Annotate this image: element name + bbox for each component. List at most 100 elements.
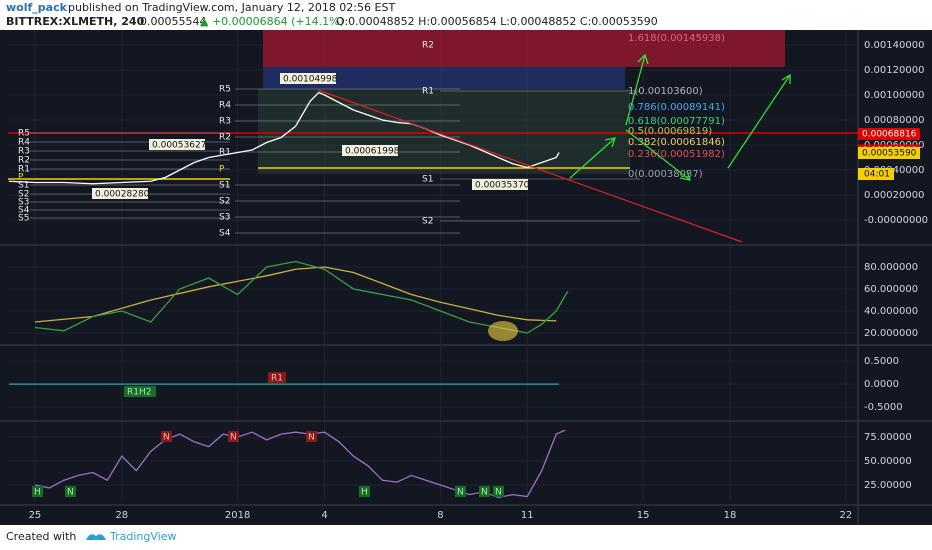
y-tick-label: 0.00080000	[864, 115, 924, 126]
marker-box	[124, 386, 156, 397]
pivot-label: R5	[18, 129, 30, 139]
ohlc: O:0.00048852 H:0.00056854 L:0.00048852 C…	[336, 15, 658, 28]
timer: 04:01	[864, 170, 890, 180]
x-tick-label: 2018	[225, 510, 250, 521]
y-tick-label: -0.5000	[864, 402, 903, 413]
footer-brand[interactable]: TradingView	[109, 530, 176, 543]
arrows	[569, 53, 791, 181]
y-tick-label: 50.00000	[864, 456, 912, 467]
marker-box	[228, 431, 239, 442]
x-tick-label: 8	[437, 510, 443, 521]
marker: N	[308, 433, 315, 443]
marker: H	[361, 488, 368, 498]
fib-label: 0.786(0.00089141)	[628, 102, 725, 113]
series-line	[8, 91, 560, 185]
marker-box	[479, 486, 490, 497]
pivot-label: S2	[18, 190, 29, 200]
y-tick-label: 0.00100000	[864, 90, 924, 101]
y-tick-label: 25.00000	[864, 480, 912, 491]
fib-label: 0(0.00038037)	[628, 169, 703, 180]
y-tick-label: -0.00000000	[864, 215, 928, 226]
fib-labels: 1.618(0.00145938) 1(0.00103600) 0.786(0.…	[628, 33, 725, 180]
symbol: BITTREX:XLMETH, 240	[6, 15, 145, 28]
y-tick-label: 75.00000	[864, 432, 912, 443]
last-price: 0.00055544	[140, 15, 206, 28]
callout-box	[472, 179, 528, 190]
callout-box	[92, 188, 148, 199]
arrow-head	[679, 170, 691, 181]
price-label: 0.00068816	[862, 129, 917, 139]
marker: N	[457, 488, 464, 498]
trend-line	[317, 89, 743, 243]
pivot-label: R1	[18, 165, 30, 175]
x-tick-label: 11	[521, 510, 534, 521]
series-line	[34, 266, 557, 323]
logo	[86, 534, 106, 540]
arrow-head	[781, 73, 791, 84]
highlight	[488, 321, 518, 341]
fib-label: 0.5(0.00069819)	[628, 126, 712, 137]
marker: N	[495, 488, 502, 498]
y-tick-label: 0.00120000	[864, 65, 924, 76]
pivot-label: R4	[18, 138, 30, 148]
price-label: 0.00053590	[862, 149, 917, 159]
x-tick-label: 15	[637, 510, 650, 521]
marker-box	[32, 486, 43, 497]
y-tick-label: 40.000000	[864, 306, 918, 317]
fib-label: 0.618(0.00077791)	[628, 116, 725, 127]
callout: 0.00104998	[283, 75, 338, 85]
pivot-label: S3	[18, 198, 29, 208]
y-tick-label: 0.5000	[864, 356, 899, 367]
pivot-label: R2	[18, 156, 30, 166]
pivot-label: S2	[422, 217, 433, 227]
y-tick-label: 20.000000	[864, 328, 918, 339]
pivot-label: R4	[219, 101, 231, 111]
marker-box	[493, 486, 504, 497]
callout-box	[280, 73, 336, 84]
pivot-labels: R5 R4 R3 R2 R1 P S1 S2 S3 S4 S5 R5 R4 R3…	[18, 41, 434, 239]
y-tick-label: 0.00140000	[864, 40, 924, 51]
marker-box	[306, 431, 317, 442]
price-label-box	[858, 127, 920, 140]
fib-label: 1(0.00103600)	[628, 86, 703, 97]
pivot-label: S1	[18, 181, 29, 191]
indicator-markers: R1H2 R1 H N H N N N N N N	[32, 372, 504, 498]
pivot-lines	[30, 88, 640, 234]
y-tick-label: 0.0000	[864, 379, 899, 390]
pivot-label: S1	[219, 181, 230, 191]
marker-box	[161, 431, 172, 442]
pivot-label: R5	[219, 85, 231, 95]
pivot-label: S1	[422, 175, 433, 185]
callout: 0.00028280	[95, 190, 150, 200]
y-tick-label: 0.00040000	[864, 165, 924, 176]
marker: N	[163, 433, 170, 443]
pivot-label: P	[18, 173, 24, 183]
marker-box	[455, 486, 466, 497]
pivot-label: R2	[219, 133, 231, 143]
fib-zone	[258, 89, 630, 174]
marker: N	[230, 433, 237, 443]
price-label-box	[858, 147, 920, 160]
arrow	[569, 137, 616, 179]
y-tick-label: 80.000000	[864, 262, 918, 273]
author[interactable]: wolf_pack	[6, 1, 68, 14]
arrow-head	[604, 137, 616, 148]
pivot-label: P	[219, 165, 225, 175]
fib-label: 1.618(0.00145938)	[628, 33, 725, 44]
pivot-label: S4	[219, 229, 231, 239]
marker: N	[481, 488, 488, 498]
arrow	[727, 74, 791, 169]
pivot-label: S4	[18, 206, 30, 216]
marker-box	[65, 486, 76, 497]
pivot-label: R1	[422, 87, 434, 97]
arrow-head	[637, 53, 649, 65]
axes: 25 28 2018 4 8 11 15 18 22 0.00140000 0.00120000 0.…	[0, 40, 932, 521]
blue-zone	[263, 67, 625, 89]
arrow	[625, 129, 691, 181]
marker: R1H2	[127, 388, 151, 398]
footer-created: Created with	[6, 530, 76, 543]
pivot-label: S3	[219, 213, 230, 223]
callouts: 0.00104998 0.00053627 0.00061998 0.00028…	[92, 73, 530, 200]
marker: R1	[271, 374, 283, 384]
